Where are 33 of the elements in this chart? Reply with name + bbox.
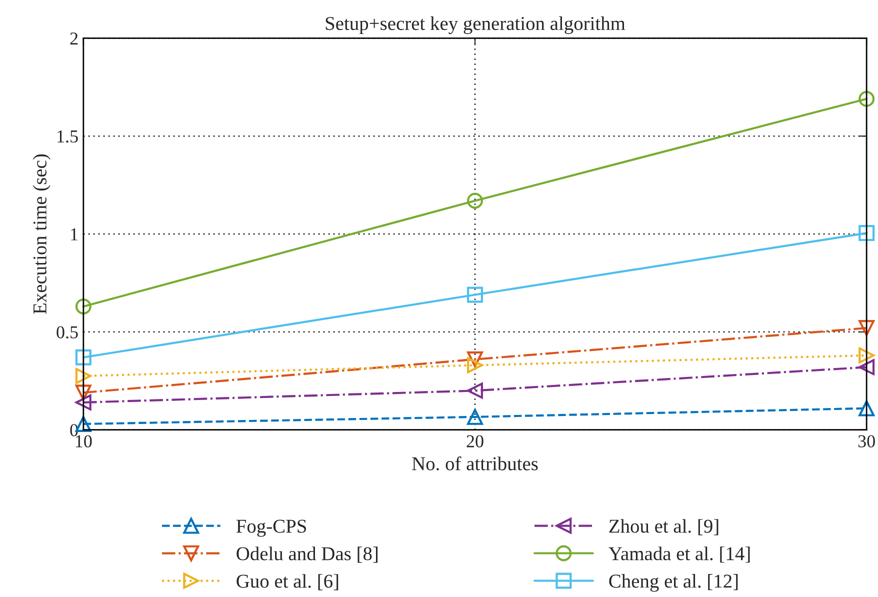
point [467,351,483,368]
legend-label: Fog-CPS [236,520,306,537]
point [858,359,875,376]
legend-label: Guo et al. [6] [236,574,338,590]
legend-label: Odelu and Das [8] [236,546,378,563]
x-axis-title: No. of attributes [412,456,538,470]
point [75,394,92,410]
point [467,408,483,425]
point [467,286,483,303]
point [75,349,92,366]
point [858,320,875,336]
x-tick-label: 30 [858,435,875,448]
y-tick-label: 1 [71,228,78,240]
legend-label: Yamada et al. [14] [608,546,750,563]
point [467,192,483,209]
legend-label: Cheng et al. [12] [609,574,738,592]
point [75,368,92,384]
x-tick-label: 20 [466,435,484,448]
y-tick-label: 1.5 [58,130,78,143]
point [858,347,875,364]
y-tick-label: 2 [70,32,78,44]
chart-title: Setup+secret key generation algorithm [326,16,626,34]
point [75,298,92,314]
point [858,400,875,416]
point [467,382,483,399]
point [75,384,92,401]
y-axis-title: Execution time (sec) [32,154,50,314]
point [467,357,483,374]
legend-label: Zhou et al. [9] [609,519,718,536]
x-tick-label: 10 [76,435,92,448]
y-tick-label: 0.5 [56,326,78,338]
point [858,90,875,107]
point [858,225,875,242]
